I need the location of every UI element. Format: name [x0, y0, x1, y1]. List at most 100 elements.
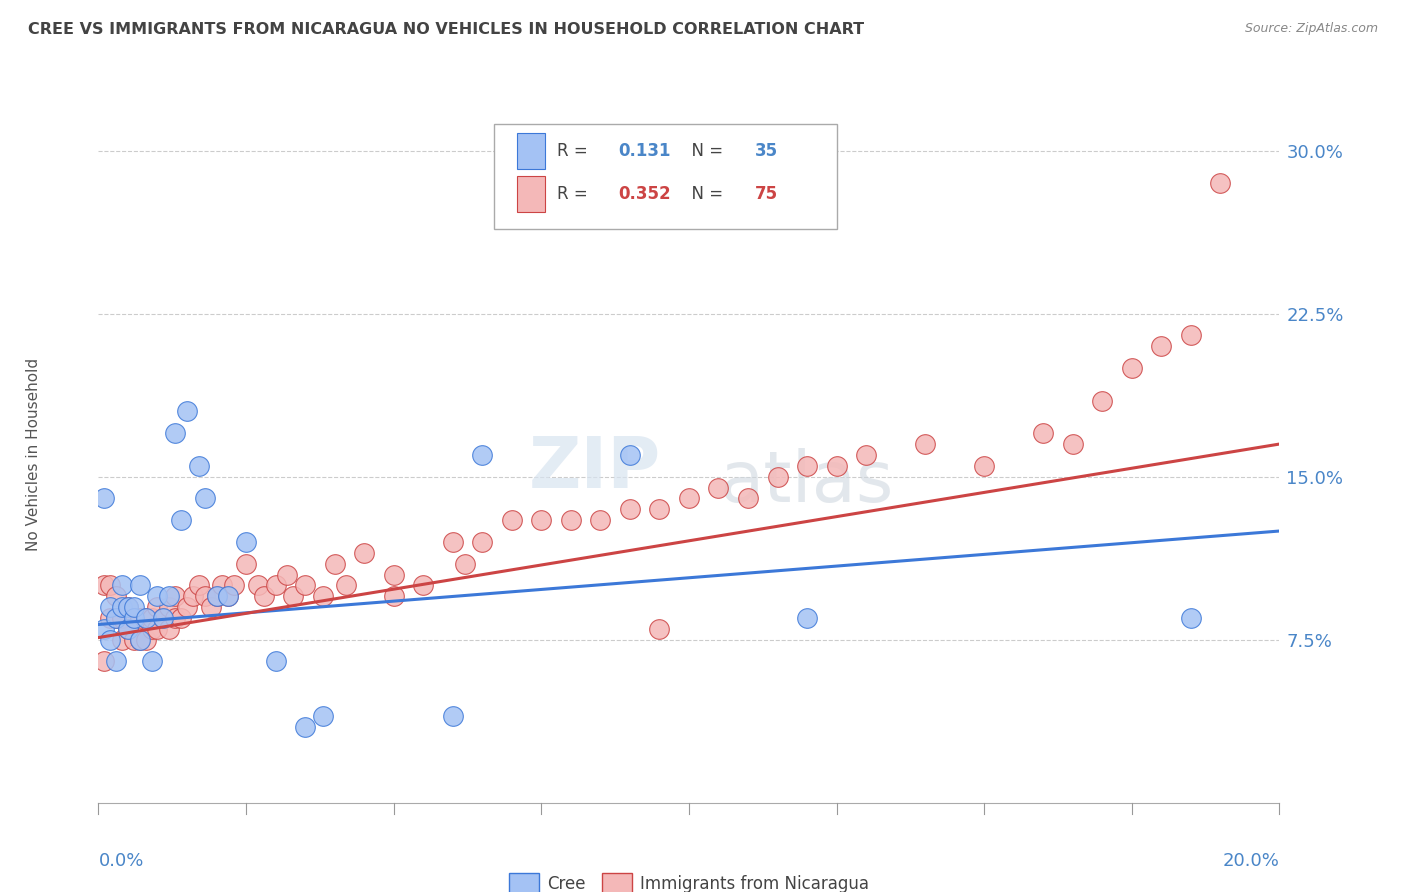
Point	[1209, 176, 1232, 190]
Point	[453, 557, 475, 571]
Point	[796, 611, 818, 625]
Point	[98, 611, 121, 625]
Point	[1091, 393, 1114, 408]
Text: N =: N =	[681, 142, 728, 160]
Point	[471, 448, 494, 462]
Point	[530, 513, 553, 527]
Point	[737, 491, 759, 506]
FancyBboxPatch shape	[516, 176, 546, 212]
Point	[294, 578, 316, 592]
Point	[128, 611, 150, 625]
Point	[619, 448, 641, 462]
Point	[146, 600, 169, 615]
Point	[224, 578, 246, 592]
Text: 20.0%: 20.0%	[1223, 852, 1279, 870]
Point	[141, 611, 163, 625]
Point	[146, 589, 169, 603]
Point	[181, 589, 204, 603]
Point	[117, 600, 139, 615]
Text: 35: 35	[755, 142, 778, 160]
Point	[205, 589, 228, 603]
Point	[135, 611, 157, 625]
Point	[117, 622, 139, 636]
Point	[353, 546, 375, 560]
Text: R =: R =	[557, 185, 593, 203]
Point	[187, 578, 209, 592]
Point	[589, 513, 612, 527]
Point	[1180, 611, 1202, 625]
Point	[246, 578, 269, 592]
Point	[205, 589, 228, 603]
Point	[1150, 339, 1173, 353]
Point	[157, 622, 180, 636]
Point	[141, 622, 163, 636]
Point	[152, 611, 174, 625]
Point	[796, 458, 818, 473]
Point	[648, 502, 671, 516]
Point	[471, 535, 494, 549]
Point	[187, 458, 209, 473]
Point	[678, 491, 700, 506]
Point	[146, 622, 169, 636]
Point	[1032, 426, 1054, 441]
Point	[253, 589, 276, 603]
Point	[128, 632, 150, 647]
Point	[441, 535, 464, 549]
Point	[283, 589, 305, 603]
Point	[135, 611, 157, 625]
Point	[93, 655, 115, 669]
Point	[128, 578, 150, 592]
Point	[98, 578, 121, 592]
Point	[98, 600, 121, 615]
Point	[105, 589, 128, 603]
Point	[200, 600, 222, 615]
Point	[211, 578, 233, 592]
Point	[766, 469, 789, 483]
Text: CREE VS IMMIGRANTS FROM NICARAGUA NO VEHICLES IN HOUSEHOLD CORRELATION CHART: CREE VS IMMIGRANTS FROM NICARAGUA NO VEH…	[28, 22, 865, 37]
Point	[93, 578, 115, 592]
Point	[122, 632, 145, 647]
Point	[335, 578, 357, 592]
Text: R =: R =	[557, 142, 593, 160]
Point	[117, 600, 139, 615]
Point	[105, 655, 128, 669]
Point	[93, 491, 115, 506]
Point	[560, 513, 582, 527]
Point	[276, 567, 298, 582]
Point	[117, 622, 139, 636]
Point	[105, 611, 128, 625]
Point	[111, 600, 134, 615]
Point	[217, 589, 239, 603]
Point	[973, 458, 995, 473]
Point	[1062, 437, 1084, 451]
Legend: Cree, Immigrants from Nicaragua: Cree, Immigrants from Nicaragua	[502, 867, 876, 892]
Text: 0.0%: 0.0%	[98, 852, 143, 870]
Point	[619, 502, 641, 516]
Point	[111, 611, 134, 625]
Point	[312, 708, 335, 723]
Point	[294, 720, 316, 734]
Point	[176, 404, 198, 418]
Text: N =: N =	[681, 185, 728, 203]
Point	[501, 513, 523, 527]
Point	[105, 611, 128, 625]
FancyBboxPatch shape	[516, 133, 546, 169]
Point	[122, 611, 145, 625]
Point	[382, 567, 405, 582]
Point	[165, 589, 187, 603]
Point	[441, 708, 464, 723]
Point	[412, 578, 434, 592]
Text: 0.131: 0.131	[619, 142, 671, 160]
Point	[128, 632, 150, 647]
Point	[825, 458, 848, 473]
Point	[323, 557, 346, 571]
Text: No Vehicles in Household: No Vehicles in Household	[25, 359, 41, 551]
Text: 0.352: 0.352	[619, 185, 671, 203]
Point	[1121, 360, 1143, 375]
Point	[170, 611, 193, 625]
Point	[93, 622, 115, 636]
Point	[141, 655, 163, 669]
Text: 75: 75	[755, 185, 778, 203]
Point	[194, 589, 217, 603]
Point	[111, 578, 134, 592]
